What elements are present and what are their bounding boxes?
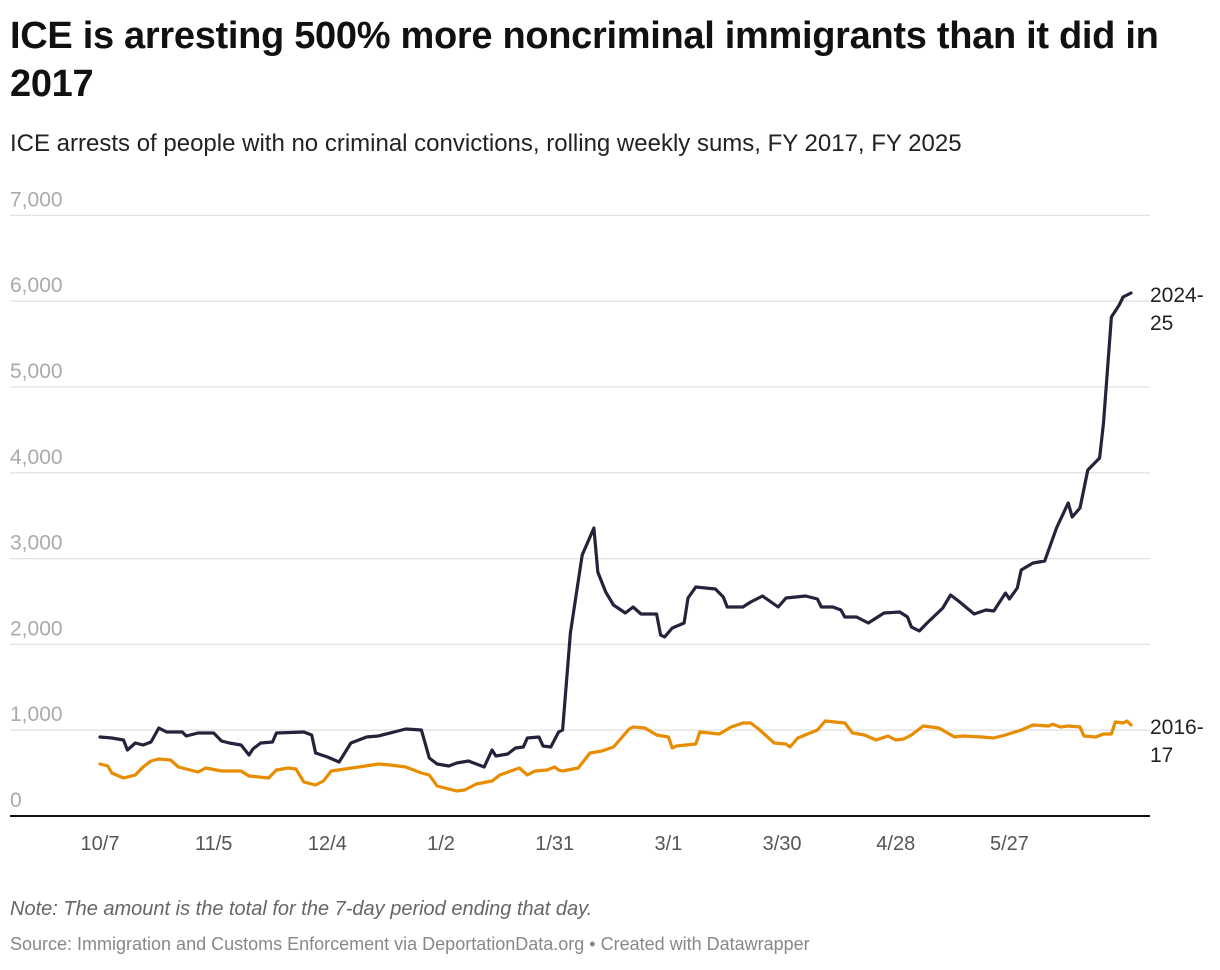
line-chart: 0 1,000 2,000 3,000 4,000 5,000 6,000 7,000 10/… <box>10 188 1204 855</box>
y-tick-label: 1,000 <box>10 703 63 726</box>
series-line-2024-25 <box>98 291 1133 769</box>
series-label: 25 <box>1150 312 1173 335</box>
chart-source: Source: Immigration and Customs Enforcem… <box>10 934 810 954</box>
series-line-2016-17 <box>98 719 1133 793</box>
chart-note: Note: The amount is the total for the 7-… <box>10 898 593 920</box>
series-label: 2016- <box>1150 716 1204 739</box>
y-axis-ticks: 0 1,000 2,000 3,000 4,000 5,000 6,000 7,000 <box>10 188 63 812</box>
x-tick-label: 5/27 <box>990 833 1029 855</box>
x-tick-label: 3/30 <box>763 833 802 855</box>
y-tick-label: 2,000 <box>10 617 63 640</box>
y-tick-label: 7,000 <box>10 188 63 211</box>
x-tick-label: 1/31 <box>535 833 574 855</box>
x-tick-label: 1/2 <box>427 833 455 855</box>
x-tick-label: 10/7 <box>81 833 120 855</box>
series-label: 17 <box>1150 744 1173 767</box>
chart-title: ICE is arresting 500% more noncriminal i… <box>10 15 1159 105</box>
x-tick-label: 11/5 <box>195 833 232 855</box>
y-tick-label: 6,000 <box>10 274 63 297</box>
x-tick-label: 3/1 <box>654 833 682 855</box>
series-lines <box>98 291 1133 793</box>
y-tick-label: 4,000 <box>10 446 63 469</box>
y-tick-label: 3,000 <box>10 532 63 555</box>
x-axis-ticks: 10/7 11/5 12/4 1/2 1/31 3/1 3/30 4/28 5/27 <box>81 833 1029 855</box>
x-tick-label: 12/4 <box>308 833 347 855</box>
series-label: 2024- <box>1150 284 1204 307</box>
y-tick-label: 5,000 <box>10 360 63 383</box>
y-tick-label: 0 <box>10 789 22 812</box>
chart-subtitle: ICE arrests of people with no criminal c… <box>10 130 962 157</box>
x-tick-label: 4/28 <box>876 833 915 855</box>
gridlines <box>10 214 1150 731</box>
series-labels: 2024- 25 2016- 17 <box>1150 284 1204 767</box>
